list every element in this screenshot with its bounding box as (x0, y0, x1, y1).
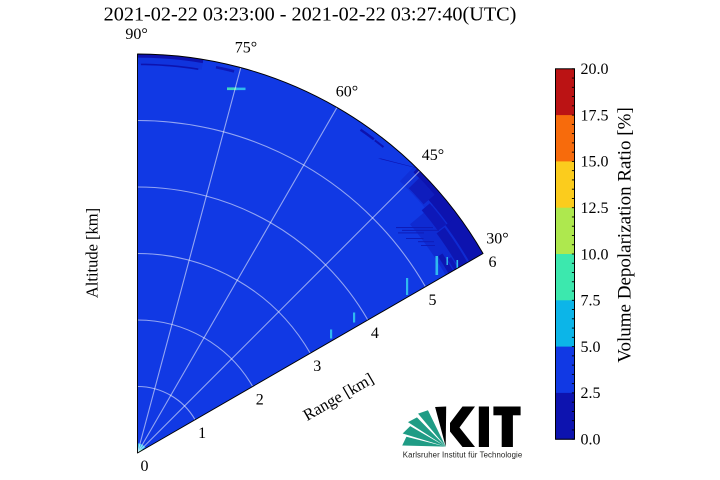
svg-text:12.5: 12.5 (581, 200, 609, 217)
svg-text:17.5: 17.5 (581, 107, 609, 124)
svg-text:7.5: 7.5 (581, 293, 601, 310)
svg-text:2: 2 (256, 392, 264, 409)
svg-text:2.5: 2.5 (581, 385, 601, 402)
svg-text:4: 4 (371, 325, 379, 342)
svg-text:3: 3 (313, 358, 321, 375)
svg-text:10.0: 10.0 (581, 246, 609, 263)
svg-text:Volume Depolarization Ratio [%: Volume Depolarization Ratio [%] (615, 107, 636, 363)
svg-text:2021-02-22 03:23:00 - 2021-02-: 2021-02-22 03:23:00 - 2021-02-22 03:27:4… (104, 4, 517, 26)
svg-text:75°: 75° (235, 39, 257, 56)
svg-text:45°: 45° (422, 147, 444, 164)
svg-text:5: 5 (429, 292, 437, 309)
svg-text:0: 0 (141, 458, 149, 475)
svg-text:60°: 60° (336, 84, 358, 101)
svg-text:6: 6 (489, 254, 497, 271)
svg-text:30°: 30° (486, 231, 508, 248)
svg-text:5.0: 5.0 (581, 339, 601, 356)
svg-text:90°: 90° (125, 26, 147, 43)
svg-text:15.0: 15.0 (581, 154, 609, 171)
svg-text:20.0: 20.0 (581, 61, 609, 78)
svg-text:Altitude [km]: Altitude [km] (83, 208, 102, 298)
svg-text:1: 1 (198, 425, 206, 442)
svg-text:0.0: 0.0 (581, 432, 601, 449)
svg-text:Karlsruher Institut für Techno: Karlsruher Institut für Technologie (403, 451, 523, 460)
